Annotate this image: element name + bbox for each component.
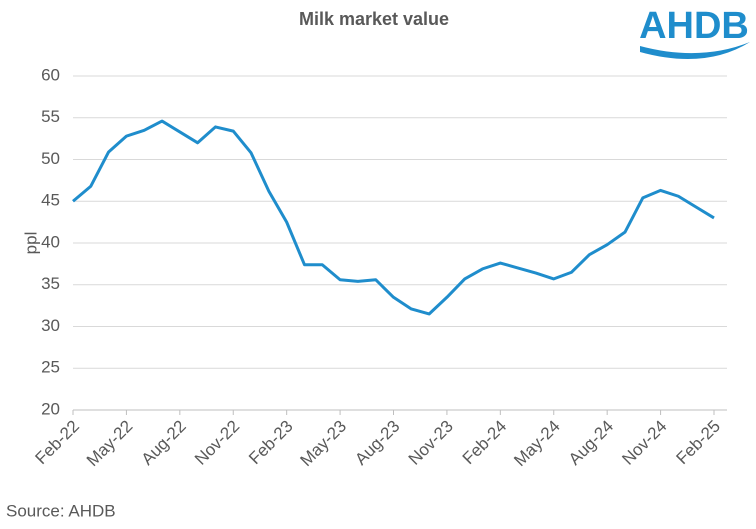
x-tick-label: Feb-22 bbox=[31, 417, 83, 469]
x-tick-label: Aug-23 bbox=[351, 417, 403, 469]
x-tick-label: May-24 bbox=[510, 417, 564, 471]
y-axis-label: ppl bbox=[21, 232, 40, 255]
logo-text: AHDB bbox=[639, 5, 749, 47]
x-tick-label: Feb-24 bbox=[459, 417, 511, 469]
chart-title: Milk market value bbox=[299, 9, 449, 29]
y-tick-label: 35 bbox=[41, 274, 60, 293]
y-tick-label: 40 bbox=[41, 232, 60, 251]
x-tick-label: Aug-24 bbox=[565, 417, 617, 469]
line-series bbox=[72, 119, 715, 316]
logo: AHDB bbox=[639, 5, 750, 60]
x-tick-label: May-22 bbox=[83, 417, 137, 471]
y-tick-label: 45 bbox=[41, 191, 60, 210]
x-tick-label: Nov-22 bbox=[191, 417, 243, 469]
x-tick-label: Nov-23 bbox=[405, 417, 457, 469]
x-tick-label: Aug-22 bbox=[138, 417, 190, 469]
y-tick-label: 60 bbox=[41, 65, 60, 84]
y-tick-label: 20 bbox=[41, 399, 60, 418]
y-tick-label: 30 bbox=[41, 316, 60, 335]
source: Source: AHDB bbox=[6, 501, 116, 520]
x-tick-label: May-23 bbox=[297, 417, 351, 471]
y-tick-label: 55 bbox=[41, 107, 60, 126]
x-tick-label: Nov-24 bbox=[618, 417, 670, 469]
x-tick-label: Feb-23 bbox=[245, 417, 297, 469]
y-tick-label: 50 bbox=[41, 149, 60, 168]
logo-swoosh bbox=[640, 42, 750, 60]
x-tick-label: Feb-25 bbox=[672, 417, 724, 469]
y-tick-label: 25 bbox=[41, 358, 60, 377]
